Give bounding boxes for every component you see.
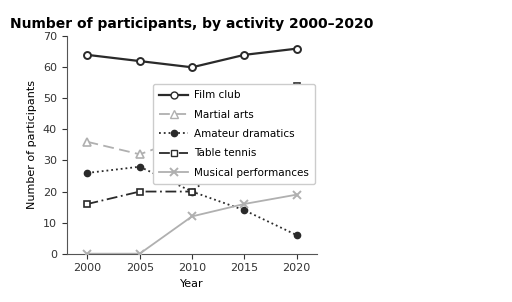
Y-axis label: Number of participants: Number of participants: [27, 80, 37, 210]
X-axis label: Year: Year: [180, 279, 204, 289]
Legend: Film club, Martial arts, Amateur dramatics, Table tennis, Musical performances: Film club, Martial arts, Amateur dramati…: [153, 84, 315, 184]
Title: Number of participants, by activity 2000–2020: Number of participants, by activity 2000…: [10, 17, 374, 31]
